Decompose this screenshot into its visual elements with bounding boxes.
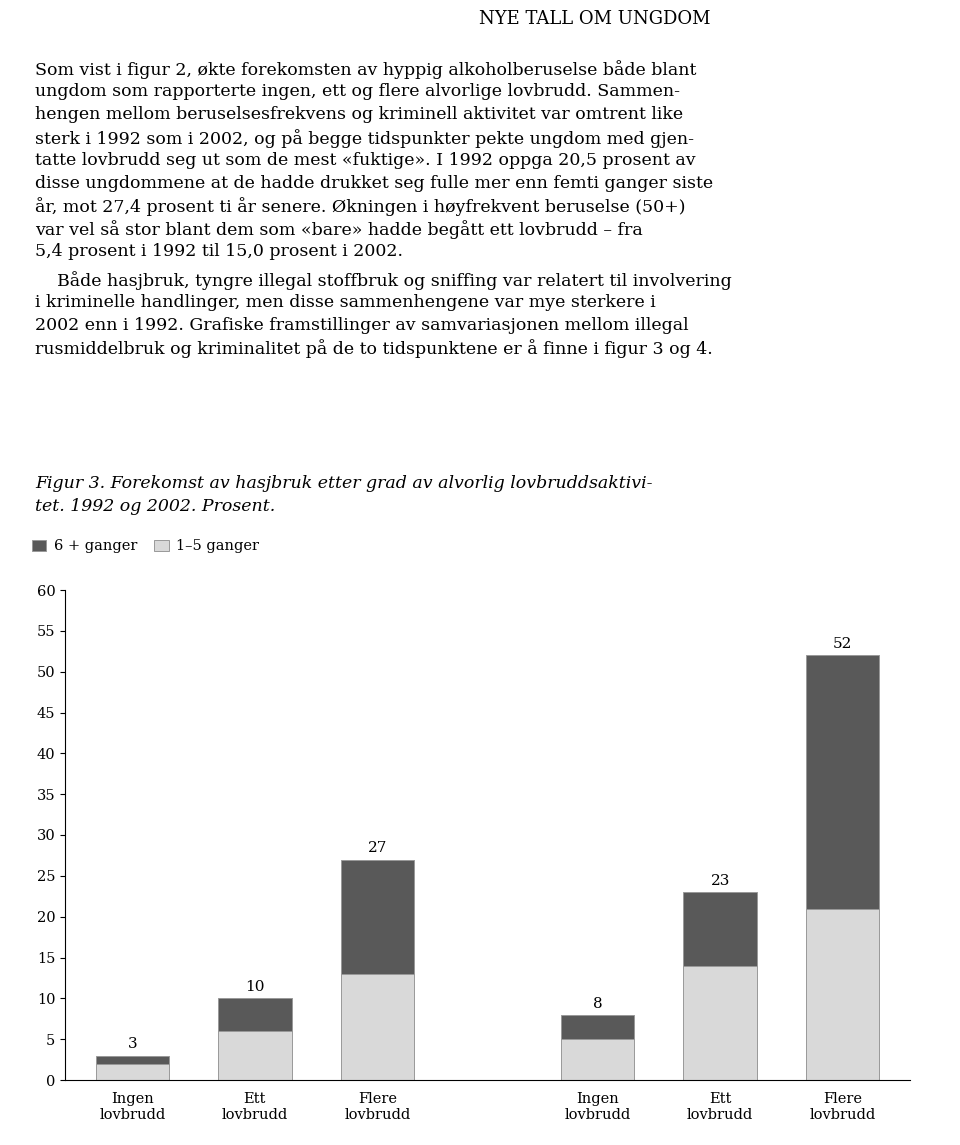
Bar [805,908,879,1080]
Text: år, mot 27,4 prosent ti år senere. Økningen i høyfrekvent beruselse (50+): år, mot 27,4 prosent ti år senere. Øknin… [35,197,685,216]
Bar [684,892,756,965]
Bar [218,998,292,1030]
Text: sterk i 1992 som i 2002, og på begge tidspunkter pekte ungdom med gjen-: sterk i 1992 som i 2002, og på begge tid… [35,128,694,148]
Text: 52: 52 [833,638,852,652]
Text: i kriminelle handlinger, men disse sammenhengene var mye sterkere i: i kriminelle handlinger, men disse samme… [35,294,656,310]
Text: disse ungdommene at de hadde drukket seg fulle mer enn femti ganger siste: disse ungdommene at de hadde drukket seg… [35,174,713,191]
Text: 27: 27 [368,842,387,855]
Text: tatte lovbrudd seg ut som de mest «fuktige». I 1992 oppga 20,5 prosent av: tatte lovbrudd seg ut som de mest «fukti… [35,151,696,168]
Text: hengen mellom beruselsesfrekvens og kriminell aktivitet var omtrent like: hengen mellom beruselsesfrekvens og krim… [35,105,684,123]
Text: Både hasjbruk, tyngre illegal stoffbruk og sniffing var relatert til involvering: Både hasjbruk, tyngre illegal stoffbruk … [35,271,732,290]
Text: NYE TALL OM UNGDOM: NYE TALL OM UNGDOM [479,10,711,27]
Bar [684,965,756,1080]
Text: Som vist i figur 2, økte forekomsten av hyppig alkoholberuselse både blant: Som vist i figur 2, økte forekomsten av … [35,60,696,79]
Text: 2002 enn i 1992. Grafiske framstillinger av samvariasjonen mellom illegal: 2002 enn i 1992. Grafiske framstillinger… [35,317,688,333]
Text: 3: 3 [128,1037,137,1051]
Bar [561,1014,635,1040]
Text: 105: 105 [879,7,931,31]
Bar [561,1040,635,1080]
Text: 5,4 prosent i 1992 til 15,0 prosent i 2002.: 5,4 prosent i 1992 til 15,0 prosent i 20… [35,244,403,260]
Text: 23: 23 [710,874,730,889]
Bar [341,974,414,1080]
Text: 8: 8 [593,996,603,1011]
Text: Figur 3. Forekomst av hasjbruk etter grad av alvorlig lovbruddsaktivi-: Figur 3. Forekomst av hasjbruk etter gra… [35,475,653,492]
Bar [96,1056,169,1064]
Legend: 6 + ganger, 1–5 ganger: 6 + ganger, 1–5 ganger [26,534,265,559]
Bar [96,1064,169,1080]
Bar [341,860,414,974]
Bar [805,655,879,908]
Bar [218,1030,292,1080]
Text: 10: 10 [245,980,265,994]
Text: ungdom som rapporterte ingen, ett og flere alvorlige lovbrudd. Sammen-: ungdom som rapporterte ingen, ett og fle… [35,82,680,100]
Text: rusmiddelbruk og kriminalitet på de to tidspunktene er å finne i figur 3 og 4.: rusmiddelbruk og kriminalitet på de to t… [35,340,712,358]
Text: var vel så stor blant dem som «bare» hadde begått ett lovbrudd – fra: var vel så stor blant dem som «bare» had… [35,221,643,239]
Text: tet. 1992 og 2002. Prosent.: tet. 1992 og 2002. Prosent. [35,498,276,515]
